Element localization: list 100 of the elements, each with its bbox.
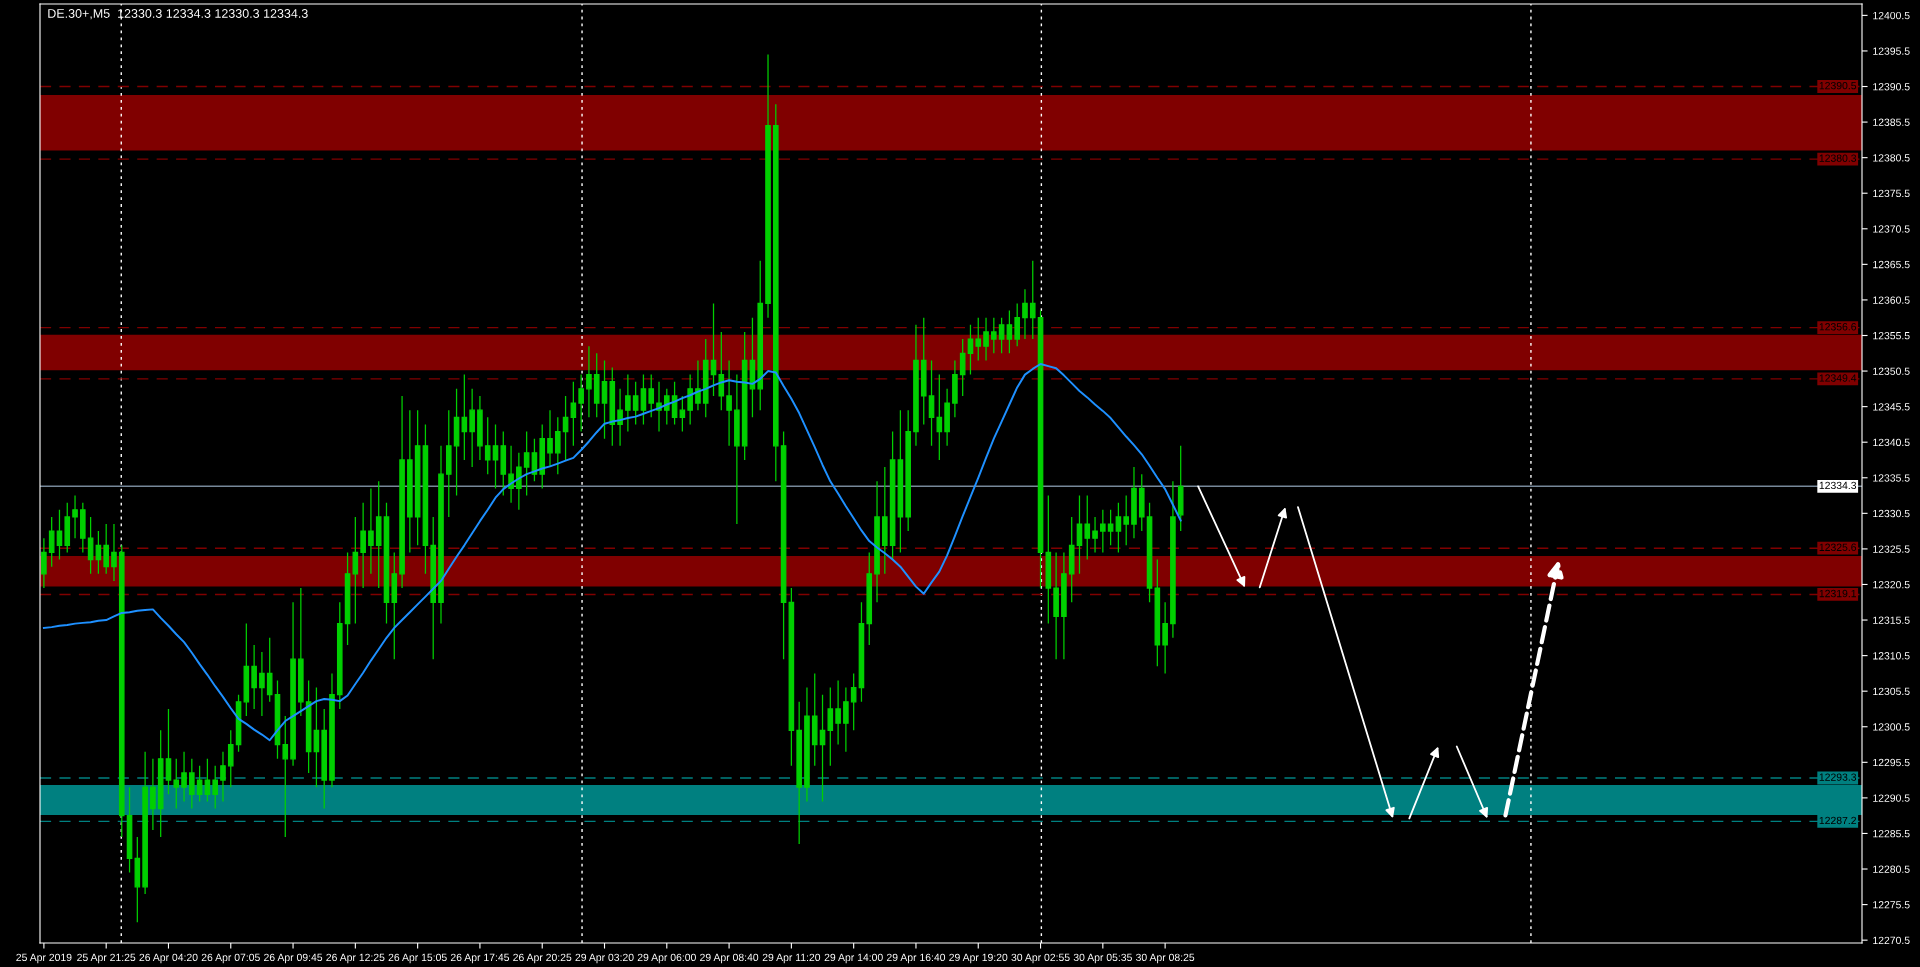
candlestick bbox=[181, 751, 187, 803]
candlestick bbox=[539, 423, 546, 490]
candlestick bbox=[920, 317, 927, 426]
y-tick-label: 12320.5 bbox=[1873, 580, 1910, 589]
candlestick bbox=[843, 686, 849, 753]
y-tick-label: 12375.5 bbox=[1873, 189, 1910, 198]
candlestick bbox=[1131, 466, 1137, 539]
y-tick-label: 12380.5 bbox=[1873, 154, 1910, 162]
candlestick bbox=[72, 494, 78, 539]
candlestick bbox=[41, 537, 47, 589]
candlestick bbox=[375, 480, 382, 589]
x-tick-label: 26 Apr 15:05 bbox=[388, 953, 447, 964]
ref-line-label: 12334.3 bbox=[1819, 481, 1857, 490]
y-tick-label: 12340.5 bbox=[1873, 438, 1910, 447]
y-tick-label: 12395.5 bbox=[1873, 47, 1910, 55]
candlestick bbox=[1084, 494, 1091, 561]
candlestick bbox=[804, 686, 810, 803]
x-tick-label: 25 Apr 2019 bbox=[16, 953, 72, 964]
candlestick bbox=[1022, 288, 1028, 340]
candlestick bbox=[1061, 551, 1067, 660]
y-tick-label: 12305.5 bbox=[1873, 687, 1910, 696]
y-tick-label: 12270.5 bbox=[1873, 936, 1910, 945]
ref-line-label: 12319.1 bbox=[1819, 589, 1857, 598]
candlestick bbox=[952, 359, 958, 418]
candlestick bbox=[687, 373, 693, 426]
x-tick-label: 26 Apr 07:05 bbox=[201, 953, 260, 964]
x-tick-label: 29 Apr 19:20 bbox=[949, 953, 1008, 964]
candlestick bbox=[142, 751, 148, 895]
y-tick-label: 12300.5 bbox=[1873, 723, 1910, 731]
candlestick bbox=[407, 409, 413, 554]
candlestick bbox=[1100, 509, 1106, 554]
candlestick bbox=[430, 516, 437, 660]
ref-line-label: 12349.4 bbox=[1819, 374, 1857, 382]
candlestick bbox=[765, 53, 771, 319]
candlestick bbox=[959, 338, 966, 397]
x-tick-label: 26 Apr 20:25 bbox=[513, 953, 572, 964]
candlestick bbox=[64, 502, 71, 554]
x-tick-label: 29 Apr 11:20 bbox=[762, 953, 821, 964]
candlestick bbox=[734, 373, 740, 525]
ref-line-label: 12390.5 bbox=[1819, 81, 1857, 90]
x-tick-label: 26 Apr 17:45 bbox=[450, 953, 510, 964]
y-tick-label: 12280.5 bbox=[1873, 865, 1910, 873]
candlestick bbox=[1138, 473, 1145, 532]
candlestick bbox=[718, 331, 725, 411]
y-tick-label: 12315.5 bbox=[1873, 616, 1910, 624]
candlestick bbox=[578, 373, 584, 433]
candlestick bbox=[189, 758, 195, 810]
candlestick bbox=[391, 551, 398, 660]
candlestick bbox=[103, 523, 109, 575]
candlestick bbox=[757, 260, 764, 411]
candlestick bbox=[866, 551, 873, 646]
candlestick bbox=[874, 480, 880, 603]
candlestick bbox=[173, 758, 180, 810]
candlestick bbox=[648, 373, 655, 418]
y-tick-label: 12285.5 bbox=[1873, 829, 1910, 838]
x-tick-label: 29 Apr 08:40 bbox=[700, 953, 759, 964]
y-tick-label: 12385.5 bbox=[1873, 118, 1910, 126]
candlestick bbox=[220, 751, 226, 803]
candlestick bbox=[1029, 260, 1036, 340]
line-series bbox=[42, 362, 1182, 742]
candlestick bbox=[1014, 302, 1020, 347]
candlestick bbox=[586, 345, 592, 418]
x-tick-label: 30 Apr 05:35 bbox=[1073, 953, 1132, 964]
candlestick bbox=[1177, 445, 1184, 532]
y-tick-label: 12335.5 bbox=[1873, 474, 1910, 482]
candlestick bbox=[212, 765, 218, 810]
candlestick bbox=[702, 338, 709, 418]
candlestick bbox=[329, 672, 335, 788]
candlestick bbox=[259, 651, 265, 717]
candlestick bbox=[399, 395, 405, 589]
candlestick bbox=[516, 452, 522, 511]
candlestick bbox=[773, 103, 779, 482]
candlestick bbox=[827, 686, 834, 767]
candlestick bbox=[227, 729, 234, 788]
y-tick-label: 12400.5 bbox=[1873, 11, 1910, 20]
ref-line-label: 12293.3 bbox=[1819, 773, 1857, 781]
candlestick bbox=[500, 430, 507, 497]
candlestick bbox=[1068, 516, 1075, 603]
candlestick bbox=[811, 672, 818, 767]
candlestick bbox=[593, 352, 600, 418]
candlestick bbox=[469, 388, 475, 468]
chart-title: DE.30+,M5 12330.3 12334.3 12330.3 12334.3 bbox=[48, 9, 308, 20]
candlestick bbox=[936, 373, 943, 461]
candlestick bbox=[944, 388, 950, 447]
y-tick-label: 12390.5 bbox=[1873, 83, 1910, 91]
candlestick bbox=[80, 502, 86, 554]
candlestick bbox=[298, 587, 304, 717]
x-tick-label: 29 Apr 06:00 bbox=[637, 953, 696, 964]
x-tick-label: 30 Apr 08:25 bbox=[1135, 953, 1195, 964]
y-tick-label: 12345.5 bbox=[1873, 403, 1910, 411]
candlestick bbox=[975, 317, 982, 362]
candlestick bbox=[850, 672, 857, 731]
x-tick-label: 30 Apr 02:55 bbox=[1011, 953, 1070, 964]
y-tick-label: 12295.5 bbox=[1873, 758, 1910, 767]
y-tick-label: 12350.5 bbox=[1873, 367, 1910, 375]
candlestick bbox=[118, 544, 125, 838]
candlestick bbox=[726, 359, 732, 447]
candlestick bbox=[477, 395, 483, 461]
candlestick bbox=[796, 701, 802, 845]
candlestick bbox=[609, 366, 616, 447]
